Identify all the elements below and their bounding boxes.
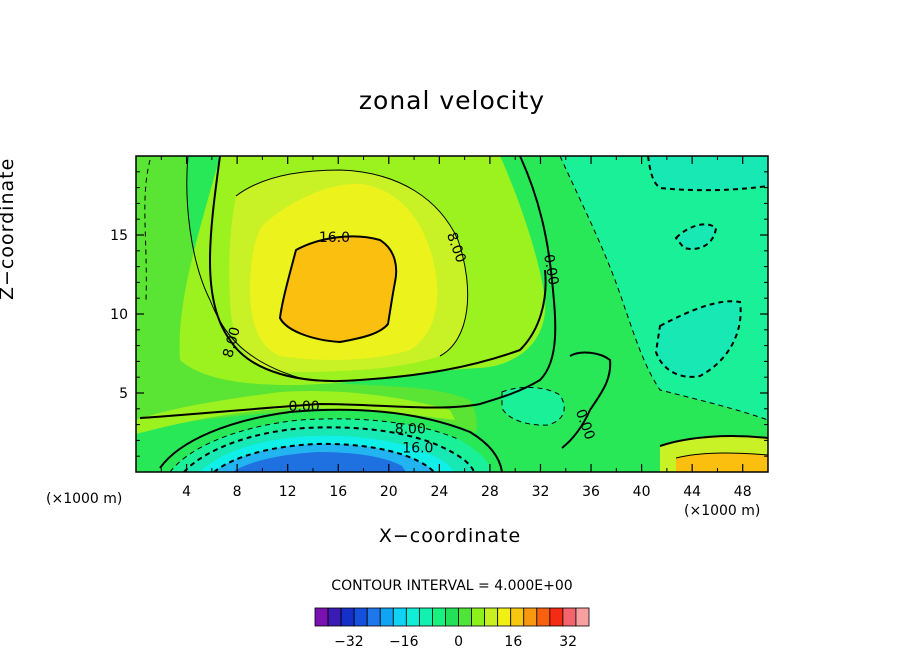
contour-line-0-right	[561, 351, 612, 449]
colorbar-swatch	[510, 607, 525, 627]
contour-label: 0.00	[540, 253, 561, 286]
contour-line-jet-4	[169, 418, 461, 472]
contour-field	[136, 156, 768, 472]
x-unit-label-left: (×1000 m)	[46, 491, 123, 507]
y-axis-label: Z−coordinate	[0, 157, 18, 300]
chart-title: zonal velocity	[358, 86, 546, 115]
contour-label: 8.00	[395, 421, 426, 437]
colorbar: −32 −16 0 16 32	[314, 607, 590, 650]
x-tick-label: 8	[233, 484, 242, 500]
x-tick-label: 24	[430, 484, 448, 500]
contour-line-neg-4-right	[559, 156, 768, 421]
y-tick-label: 15	[110, 228, 128, 244]
x-tick-label: 28	[481, 484, 499, 500]
contour-line-bottom-right-2	[675, 452, 768, 459]
contour-label: 0.00	[289, 399, 320, 415]
contour-line-neg-4-left	[144, 159, 151, 301]
contour-interval-text: CONTOUR INTERVAL = 4.000E+00	[331, 578, 573, 594]
contour-label: 8.00	[220, 325, 244, 359]
colorbar-swatch	[418, 607, 433, 627]
colorbar-swatch	[484, 607, 499, 627]
x-tick-label: 36	[582, 484, 600, 500]
contour-line-jet-8	[183, 426, 475, 472]
colorbar-swatch	[471, 607, 486, 627]
colorbar-swatch	[353, 607, 368, 627]
x-axis-label: X−coordinate	[378, 525, 522, 547]
contour-line-8	[209, 156, 547, 383]
colorbar-swatch	[366, 607, 381, 627]
colorbar-swatch	[536, 607, 551, 627]
colorbar-tick-label: −32	[334, 634, 364, 650]
y-axis: 5 10 15	[110, 171, 768, 457]
colorbar-swatch	[314, 607, 329, 627]
y-tick-label: 10	[110, 307, 128, 323]
x-axis: 4 8 12 16 20 24 28 32 36 40 44 48	[160, 156, 752, 500]
x-tick-label: 16	[329, 484, 347, 500]
contour-line-bottom-right	[659, 435, 768, 447]
colorbar-swatch	[497, 607, 512, 627]
contour-label: 16.0	[402, 440, 433, 456]
colorbar-tick-label: −16	[389, 634, 419, 650]
contour-line-4	[186, 156, 301, 379]
colorbar-swatch	[379, 607, 394, 627]
contour-band-neg8-top	[648, 156, 768, 191]
x-tick-label: 48	[734, 484, 752, 500]
contour-line-jet-0	[159, 408, 503, 472]
x-tick-label: 44	[683, 484, 701, 500]
contour-line-bottom-blob	[501, 387, 565, 426]
contour-band-jet-20	[232, 452, 406, 472]
colorbar-tick-label: 16	[504, 634, 522, 650]
x-tick-label: 20	[380, 484, 398, 500]
x-tick-label: 12	[279, 484, 297, 500]
colorbar-swatch	[327, 607, 342, 627]
colorbar-swatch	[432, 607, 446, 627]
contour-band-neg8-right	[656, 301, 741, 377]
colorbar-swatch	[575, 607, 590, 627]
colorbar-swatch	[392, 607, 407, 627]
contour-band-bottom-right-core	[676, 453, 768, 472]
contour-band-20	[280, 236, 397, 342]
x-tick-label: 4	[182, 484, 191, 500]
colorbar-swatch	[458, 607, 472, 627]
colorbar-swatch	[549, 607, 564, 627]
contour-line-12	[235, 169, 469, 357]
contour-label: 16.0	[319, 230, 350, 246]
contour-band-left-strip	[136, 390, 455, 434]
colorbar-swatch	[445, 607, 459, 627]
contour-line-neg-right	[654, 300, 742, 378]
contour-line-16	[278, 235, 398, 344]
contour-line-0-main	[139, 156, 557, 419]
colorbar-swatch	[340, 607, 355, 627]
y-tick-label: 5	[119, 386, 128, 402]
x-tick-label: 40	[633, 484, 651, 500]
colorbar-swatch	[562, 607, 577, 627]
contour-line-neg-top	[647, 156, 768, 192]
colorbar-swatch	[523, 607, 538, 627]
colorbar-tick-label: 0	[454, 634, 463, 650]
x-unit-label-right: (×1000 m)	[684, 503, 761, 519]
contour-band-bottom-mid	[502, 387, 565, 426]
x-tick-label: 32	[532, 484, 550, 500]
colorbar-swatch	[405, 607, 420, 627]
colorbar-tick-label: 32	[559, 634, 577, 650]
